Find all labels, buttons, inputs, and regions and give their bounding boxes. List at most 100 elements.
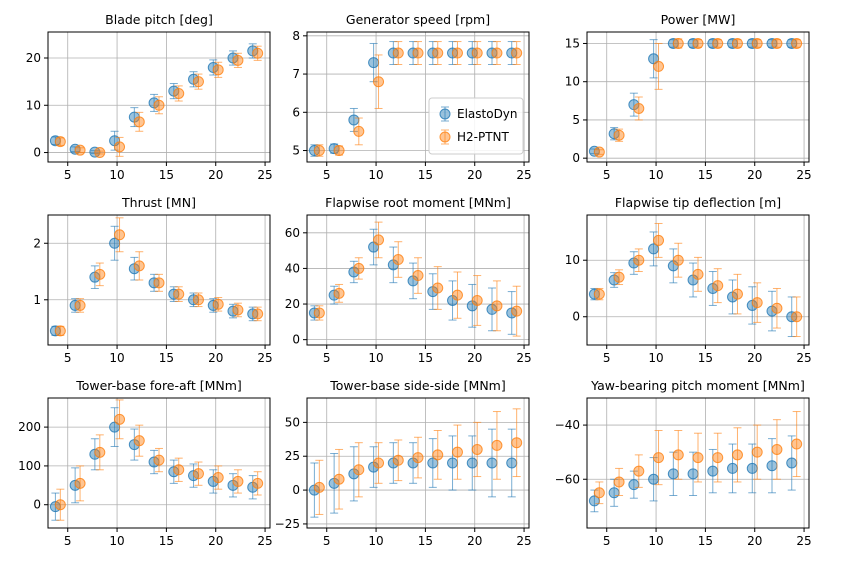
y-tick-label: 20 [26,51,41,65]
data-point [153,454,165,466]
data-point [392,47,404,59]
data-point [114,229,126,241]
data-point [212,64,224,76]
x-tick-label: 15 [698,168,713,182]
y-tick-label: 200 [18,420,41,434]
x-tick-label: 20 [208,534,223,548]
data-point [692,268,704,280]
data-point [412,270,424,282]
y-tick-label: 5 [572,113,580,127]
panel-title: Power [MW] [661,12,736,27]
series-h2-ptnt [54,399,264,521]
data-point [348,114,360,126]
series-h2-ptnt [54,217,264,337]
data-point [353,262,365,274]
y-tick-label: −40 [555,418,580,432]
data-point [74,477,86,489]
data-point [451,289,463,301]
x-tick-label: 10 [368,168,383,182]
panel-title: Yaw-bearing pitch moment [MNm] [590,378,805,393]
data-point [54,325,66,337]
y-tick-label: 60 [285,226,300,240]
data-point [212,472,224,484]
data-point [707,465,719,477]
data-point [173,464,185,476]
y-tick-label: 0 [33,498,41,512]
x-tick-label: 10 [368,351,383,365]
y-tick-label: 10 [565,253,580,267]
data-point [133,260,145,272]
panel-2: Generator speed [rpm] 5 10 15 20 25 5 6 7 8 Elasto… [292,12,531,182]
series-h2-ptnt [313,41,523,157]
data-point [653,452,665,464]
data-point [486,457,498,469]
x-tick-label: 5 [603,351,611,365]
data-point [94,446,106,458]
x-tick-label: 10 [648,351,663,365]
y-tick-label: 50 [285,415,300,429]
data-point [731,37,743,49]
data-point [471,443,483,455]
panel-4: Thrust [MN] 5 10 15 20 25 1 2 [33,195,272,365]
data-point [412,47,424,59]
x-tick-label: 15 [418,351,433,365]
x-tick-label: 15 [698,534,713,548]
data-point [633,102,645,114]
panel-9: Yaw-bearing pitch moment [MNm] 5 10 15 20 25 −… [555,378,812,548]
data-point [192,76,204,88]
series-elastodyn [308,428,518,518]
data-point [511,437,523,449]
axes-frame [306,397,530,529]
y-tick-label: 2 [33,236,41,250]
data-point [613,476,625,488]
panel-title: Tower-base fore-aft [MNm] [75,378,242,393]
data-point [373,76,385,88]
data-point [712,280,724,292]
y-tick-label: −60 [555,472,580,486]
data-point [333,145,345,157]
axes-frame [306,214,530,346]
data-point [447,457,459,469]
data-point [751,37,763,49]
x-tick-label: 5 [323,351,331,365]
data-point [491,300,503,312]
series-elastodyn [588,231,798,338]
data-point [766,460,778,472]
data-point [791,438,803,450]
data-point [633,465,645,477]
data-point [771,302,783,314]
data-point [672,254,684,266]
x-tick-label: 15 [418,168,433,182]
y-tick-label: 15 [565,36,580,50]
y-tick-label: 25 [285,449,300,463]
data-point [133,116,145,128]
y-tick-label: 100 [18,459,41,473]
legend-label: ElastoDyn [457,107,518,121]
data-point [192,468,204,480]
data-point [667,468,679,480]
data-point [672,37,684,49]
panel-title: Tower-base side-side [MNm] [329,378,505,393]
x-tick-label: 5 [64,168,72,182]
data-point [133,435,145,447]
data-point [252,477,264,489]
y-tick-label: 7 [292,67,300,81]
x-tick-label: 20 [467,534,482,548]
x-tick-label: 20 [208,168,223,182]
x-tick-label: 15 [159,534,174,548]
data-point [114,141,126,153]
x-tick-label: 20 [747,534,762,548]
x-tick-label: 25 [796,351,811,365]
data-point [771,443,783,455]
data-point [54,136,66,148]
data-point [731,288,743,300]
data-point [771,37,783,49]
data-point [746,462,758,474]
data-point [353,125,365,137]
y-tick-label: 10 [26,98,41,112]
x-tick-label: 25 [257,168,272,182]
legend: ElastoDyn H2-PTNT [428,97,524,155]
panel-7: Tower-base fore-aft [MNm] 5 10 15 20 25 0 100 20… [18,378,273,548]
x-tick-label: 20 [747,351,762,365]
